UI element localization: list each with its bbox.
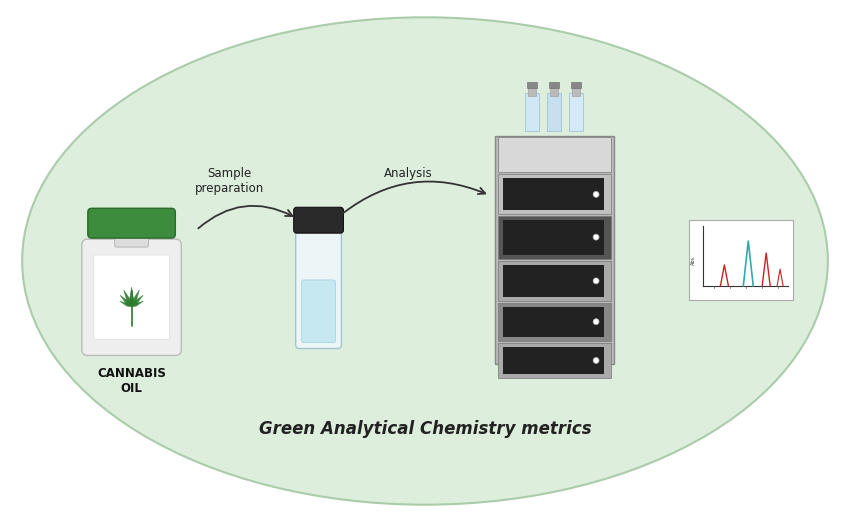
FancyArrowPatch shape [343, 182, 485, 213]
Bar [570, 93, 583, 130]
Bar [547, 93, 561, 130]
Polygon shape [132, 290, 139, 307]
Bar [497, 216, 611, 259]
FancyBboxPatch shape [82, 239, 181, 355]
Circle shape [593, 358, 599, 363]
Bar [497, 261, 611, 301]
Bar [572, 86, 581, 96]
Polygon shape [129, 287, 133, 307]
Circle shape [593, 234, 599, 240]
Bar [571, 82, 581, 88]
FancyBboxPatch shape [495, 136, 614, 364]
FancyBboxPatch shape [294, 207, 343, 233]
Bar [688, 220, 793, 300]
Ellipse shape [22, 17, 828, 505]
Bar [497, 303, 611, 340]
Bar [525, 93, 540, 130]
Bar [497, 174, 611, 214]
Bar [497, 137, 611, 172]
Text: CANNABIS
OIL: CANNABIS OIL [97, 367, 166, 396]
Polygon shape [124, 290, 132, 307]
Polygon shape [132, 295, 143, 307]
Bar [529, 86, 536, 96]
Circle shape [593, 319, 599, 325]
FancyBboxPatch shape [115, 228, 149, 247]
Polygon shape [120, 301, 132, 307]
Polygon shape [132, 301, 144, 307]
Text: Analysis: Analysis [383, 168, 433, 181]
Bar [528, 82, 537, 88]
FancyBboxPatch shape [296, 226, 342, 349]
FancyBboxPatch shape [302, 280, 336, 342]
Bar [550, 86, 558, 96]
FancyBboxPatch shape [94, 255, 169, 340]
Text: Green Analytical Chemistry metrics: Green Analytical Chemistry metrics [258, 420, 592, 438]
Bar [549, 82, 559, 88]
Circle shape [593, 192, 599, 197]
Bar [502, 179, 604, 210]
FancyArrowPatch shape [198, 206, 292, 228]
Bar [502, 265, 604, 297]
Text: Sample
preparation: Sample preparation [195, 168, 264, 195]
Text: Abs.: Abs. [690, 255, 695, 265]
FancyBboxPatch shape [88, 208, 175, 238]
Bar [502, 220, 604, 255]
Polygon shape [120, 295, 132, 307]
Circle shape [593, 278, 599, 284]
Bar [502, 347, 604, 374]
Bar [497, 342, 611, 378]
Bar [502, 307, 604, 337]
